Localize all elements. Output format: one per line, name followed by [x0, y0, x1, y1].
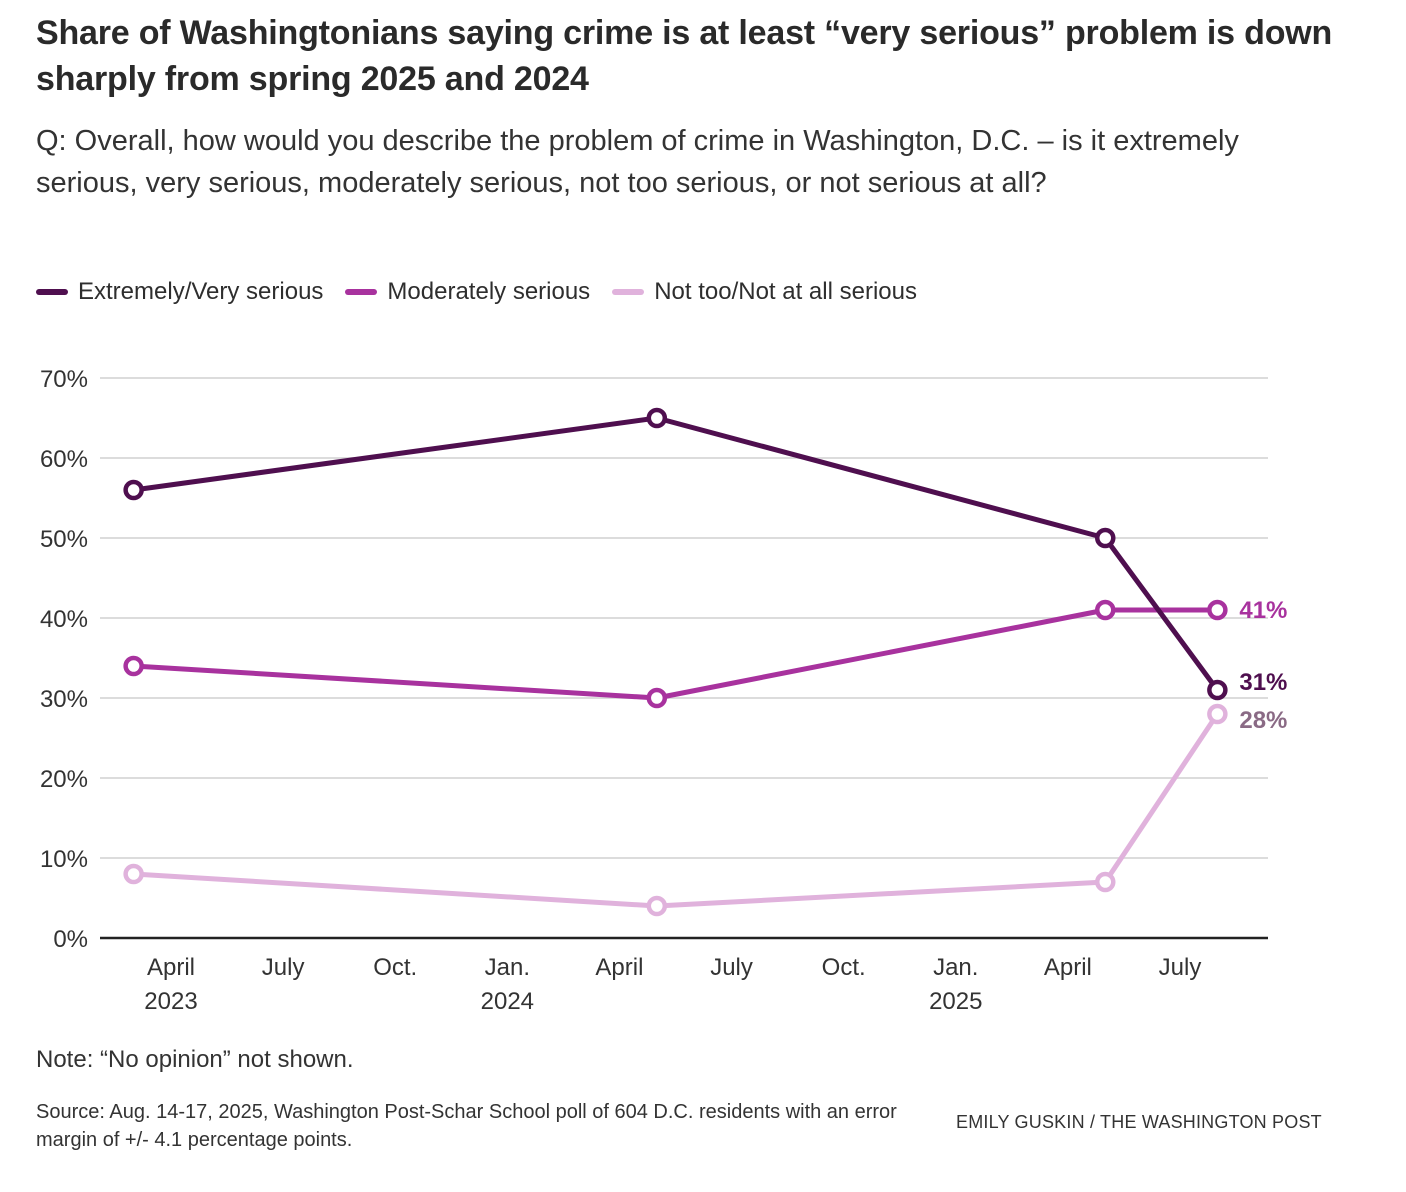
y-tick-label: 60% [40, 446, 88, 473]
y-tick-label: 70% [40, 366, 88, 393]
data-point-moderately-serious [1207, 599, 1228, 621]
legend-item-moderately-serious: Moderately serious [345, 278, 590, 306]
series-lines [123, 407, 1228, 917]
legend-swatch-moderately-serious [345, 289, 378, 295]
data-point-not-too-not-at-all-serious [1207, 703, 1228, 725]
x-tick-label: April [1044, 954, 1092, 981]
chart-credit: EMILY GUSKIN / THE WASHINGTON POST [956, 1112, 1322, 1132]
x-tick-label: April [595, 954, 643, 981]
series-line-extremely-very-serious [131, 415, 1220, 693]
data-point-extremely-very-serious [1095, 527, 1116, 549]
legend-swatch-not-too-serious [612, 289, 645, 295]
y-tick-label: 10% [40, 846, 88, 873]
data-point-not-too-not-at-all-serious [123, 863, 144, 885]
x-tick-year-label: 2024 [481, 988, 534, 1015]
legend-label: Extremely/Very serious [78, 278, 324, 305]
legend-label: Moderately serious [387, 278, 591, 305]
chart-source: Source: Aug. 14-17, 2025, Washington Pos… [36, 1101, 897, 1151]
data-point-moderately-serious [1095, 599, 1116, 621]
x-axis-ticks: April 2023 July Oct. Jan. 2024 April July Oct. Ja… [144, 954, 1201, 1015]
end-labels: 31% 41% 28% [1239, 597, 1287, 734]
x-tick-label: July [1159, 954, 1202, 981]
legend-label: Not too/Not at all serious [654, 278, 917, 305]
chart-subtitle: Q: Overall, how would you describe the p… [36, 125, 1239, 199]
x-tick-label: Jan. [933, 954, 978, 981]
y-tick-label: 0% [53, 926, 88, 953]
end-label-moderately-serious: 41% [1239, 597, 1287, 624]
legend-item-not-too-serious: Not too/Not at all serious [612, 278, 917, 306]
end-label-not-too-not-at-all-serious: 28% [1239, 707, 1287, 734]
x-tick-year-label: 2023 [144, 988, 197, 1015]
data-point-moderately-serious [123, 655, 144, 677]
legend-swatch-extremely-very-serious [36, 289, 68, 295]
legend-item-extremely-very-serious: Extremely/Very serious [36, 278, 323, 306]
x-tick-label: Jan. [485, 954, 530, 981]
chart-title: Share of Washingtonians saying crime is … [36, 14, 1333, 98]
x-tick-year-label: 2025 [929, 988, 982, 1015]
data-point-not-too-not-at-all-serious [1095, 871, 1116, 893]
x-tick-label: July [710, 954, 753, 981]
data-point-extremely-very-serious [646, 407, 668, 429]
y-axis-ticks: 0% 10% 20% 30% 40% 50% 60% 70% [40, 366, 88, 953]
gridlines [100, 377, 1268, 940]
legend: Extremely/Very serious Moderately seriou… [36, 278, 939, 306]
data-point-extremely-very-serious [1207, 679, 1228, 701]
x-tick-label: April [147, 954, 195, 981]
y-tick-label: 50% [40, 526, 88, 553]
data-point-moderately-serious [646, 687, 668, 709]
x-tick-label: Oct. [373, 954, 417, 981]
data-point-not-too-not-at-all-serious [646, 895, 668, 917]
x-tick-label: July [262, 954, 305, 981]
y-tick-label: 20% [40, 766, 88, 793]
y-tick-label: 40% [40, 606, 88, 633]
end-label-extremely-very-serious: 31% [1239, 669, 1287, 696]
series-line-not-too-not-at-all-serious [131, 711, 1220, 909]
chart-note: Note: “No opinion” not shown. [36, 1046, 354, 1073]
data-point-extremely-very-serious [123, 479, 144, 501]
x-tick-label: Oct. [822, 954, 866, 981]
y-tick-label: 30% [40, 686, 88, 713]
series-line-moderately-serious [131, 607, 1220, 701]
